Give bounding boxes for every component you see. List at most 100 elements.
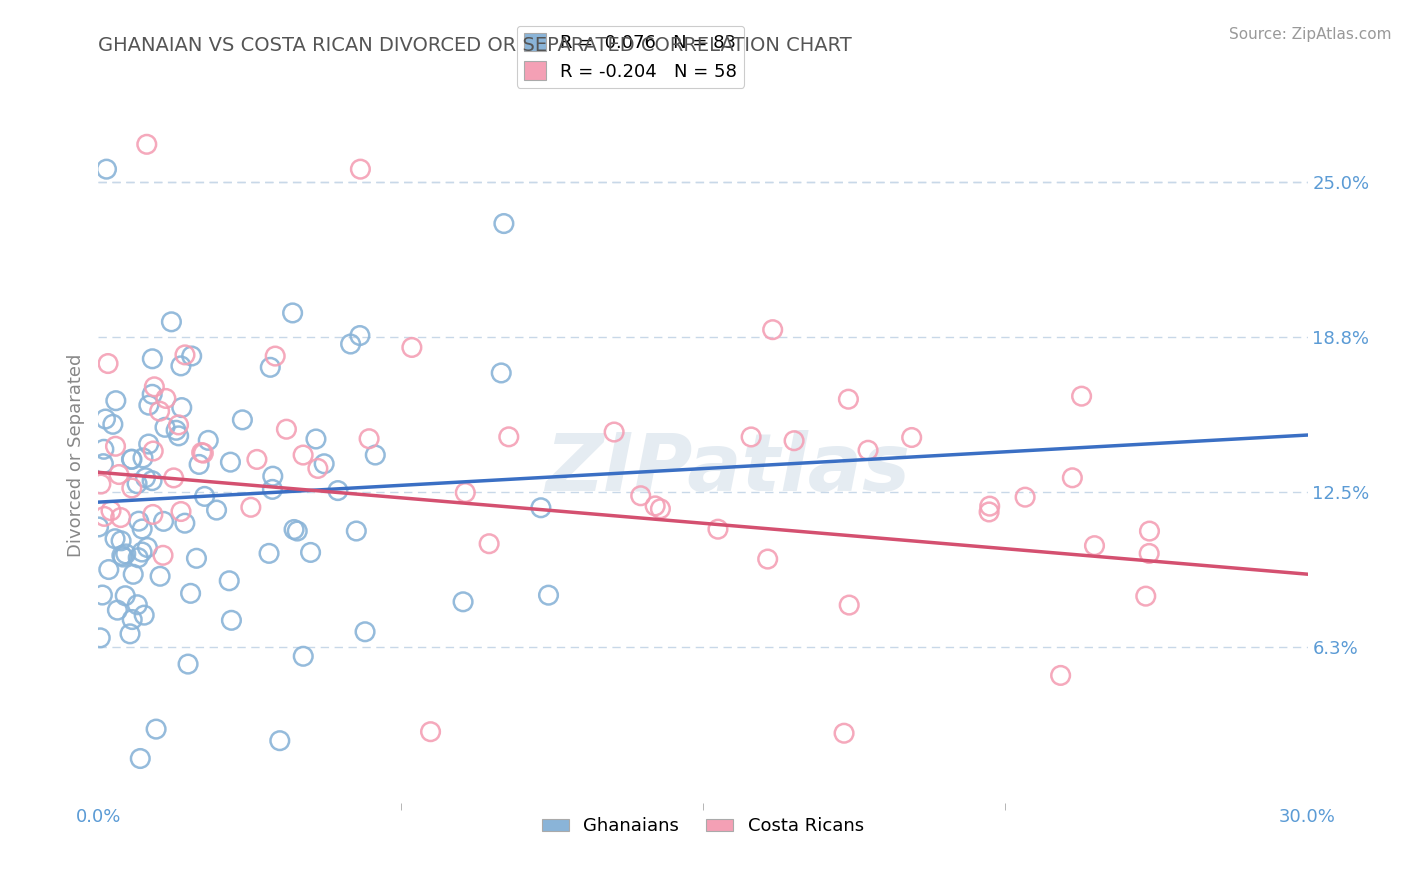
Point [489,366,512,380]
Point [349,162,371,177]
Point [276,422,298,436]
Point [100,504,122,518]
Text: Source: ZipAtlas.com: Source: ZipAtlas.com [1229,27,1392,42]
Point [197,434,219,448]
Point [160,315,183,329]
Point [269,733,291,747]
Point [239,500,262,515]
Point [264,349,287,363]
Point [132,450,155,465]
Point [122,567,145,582]
Point [87,520,110,534]
Point [401,341,423,355]
Point [205,503,228,517]
Point [756,552,779,566]
Point [259,360,281,375]
Point [104,393,127,408]
Point [135,137,157,152]
Point [96,162,118,177]
Point [339,337,361,351]
Point [1135,589,1157,603]
Point [143,380,166,394]
Point [121,613,143,627]
Point [419,724,441,739]
Point [832,726,855,740]
Point [94,412,117,426]
Text: ZIPatlas: ZIPatlas [544,430,910,508]
Point [93,509,115,524]
Point [131,545,153,559]
Point [281,306,304,320]
Point [262,483,284,497]
Point [128,514,150,528]
Point [110,533,132,548]
Point [180,349,202,363]
Point [138,437,160,451]
Point [153,420,176,434]
Point [127,598,149,612]
Point [498,430,520,444]
Point [900,430,922,444]
Point [136,541,159,555]
Point [1137,546,1160,560]
Point [90,477,112,491]
Point [170,359,193,373]
Point [127,550,149,565]
Point [125,476,148,491]
Point [262,469,284,483]
Point [650,501,672,516]
Point [283,523,305,537]
Point [246,452,269,467]
Point [121,481,143,495]
Point [299,545,322,559]
Point [149,404,172,418]
Point [163,471,186,485]
Point [354,624,377,639]
Point [194,490,217,504]
Point [292,448,315,462]
Point [121,452,143,467]
Point [152,514,174,528]
Point [837,392,859,407]
Point [359,432,381,446]
Point [1062,471,1084,485]
Point [165,423,187,437]
Point [349,328,371,343]
Point [180,586,202,600]
Point [630,489,652,503]
Point [149,569,172,583]
Point [89,631,111,645]
Point [97,562,120,576]
Point [454,485,477,500]
Point [142,508,165,522]
Point [131,522,153,536]
Point [104,439,127,453]
Point [112,550,135,565]
Point [145,722,167,736]
Point [110,510,132,524]
Point [219,455,242,469]
Point [142,444,165,458]
Point [221,613,243,627]
Point [603,425,626,439]
Point [186,551,208,566]
Point [141,387,163,401]
Point [141,351,163,366]
Point [155,392,177,406]
Point [93,457,115,471]
Point [193,446,215,460]
Point [91,588,114,602]
Point [783,434,806,448]
Point [134,471,156,485]
Point [740,430,762,444]
Point [190,445,212,459]
Point [173,516,195,531]
Point [977,505,1000,519]
Point [1083,539,1105,553]
Point [1049,668,1071,682]
Point [114,547,136,561]
Point [307,461,329,475]
Point [152,549,174,563]
Point [104,532,127,546]
Point [174,348,197,362]
